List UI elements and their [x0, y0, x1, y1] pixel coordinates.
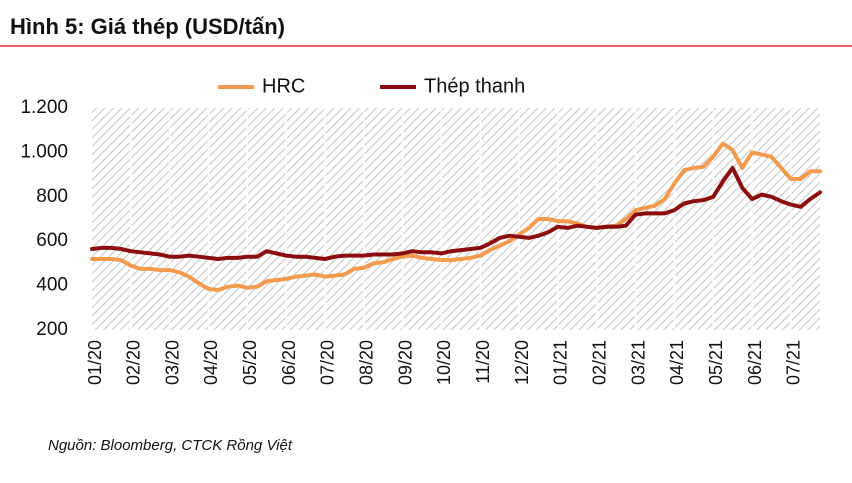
series-line [90, 165, 822, 261]
plot-area [92, 108, 820, 330]
legend-label: Thép thanh [424, 75, 525, 97]
x-tick-label: 05/21 [706, 340, 726, 385]
source-note: Nguồn: Bloomberg, CTCK Rồng Việt [48, 437, 293, 454]
x-tick-label: 06/21 [745, 340, 765, 385]
series-line [90, 141, 822, 292]
y-tick-label: 1.200 [20, 97, 68, 118]
chart-title: Hình 5: Giá thép (USD/tấn) [10, 14, 285, 39]
x-tick-label: 02/20 [124, 340, 144, 385]
x-tick-label: 06/20 [279, 340, 299, 385]
y-tick-label: 600 [36, 230, 68, 251]
x-tick-label: 11/20 [473, 340, 493, 384]
x-tick-label: 12/20 [512, 340, 532, 385]
x-tick-label: 01/21 [551, 340, 571, 385]
x-tick-label: 07/20 [318, 340, 338, 385]
x-tick-label: 10/20 [434, 340, 454, 385]
x-tick-label: 05/20 [240, 340, 260, 385]
x-tick-label: 04/21 [667, 340, 687, 385]
x-tick-label: 08/20 [357, 340, 377, 385]
y-tick-label: 200 [36, 319, 68, 340]
y-tick-label: 800 [36, 186, 68, 207]
x-tick-label: 09/20 [395, 340, 415, 385]
x-tick-label: 03/20 [162, 340, 182, 385]
x-tick-label: 04/20 [201, 340, 221, 385]
x-tick-label: 01/20 [85, 340, 105, 385]
y-tick-label: 400 [36, 275, 68, 296]
y-tick-label: 1.000 [20, 141, 68, 162]
legend-label: HRC [262, 75, 305, 97]
x-tick-label: 02/21 [589, 340, 609, 385]
x-tick-label: 03/21 [628, 340, 648, 385]
x-tick-label: 07/21 [784, 340, 804, 385]
